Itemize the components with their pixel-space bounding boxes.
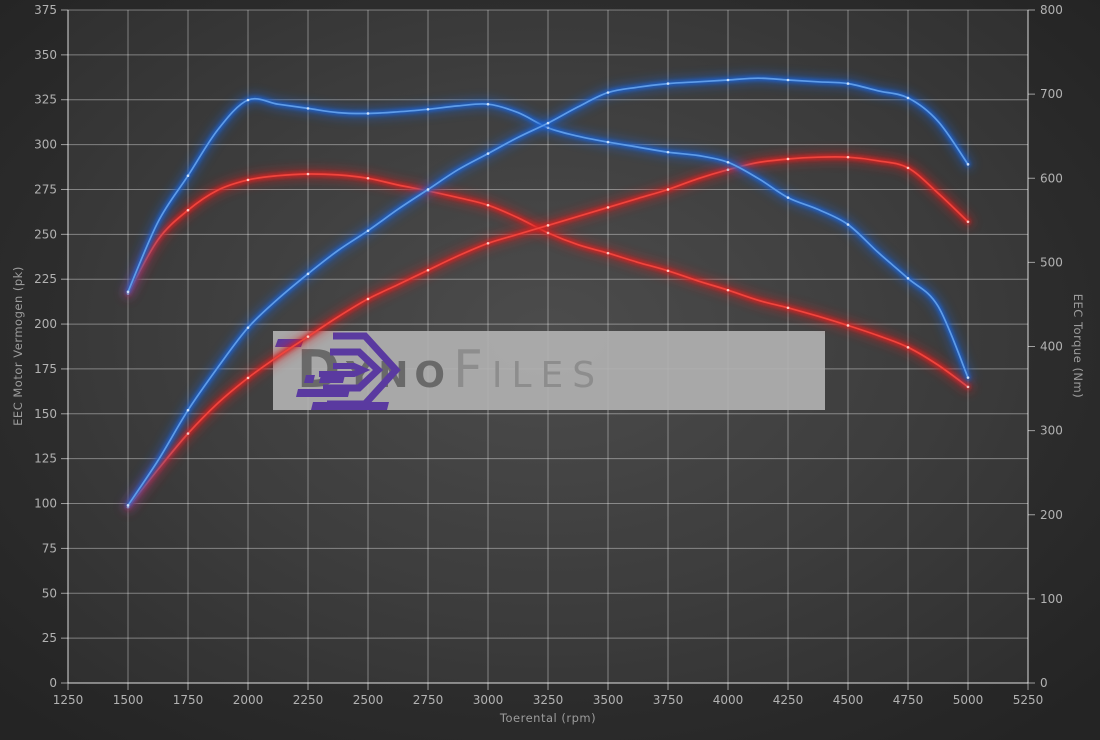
svg-text:800: 800 [1040,3,1063,17]
watermark: Dyno Files [273,331,825,410]
svg-text:0: 0 [49,676,57,690]
svg-text:4250: 4250 [773,693,804,707]
svg-text:275: 275 [34,182,57,196]
svg-text:75: 75 [42,541,57,555]
svg-text:700: 700 [1040,87,1063,101]
svg-text:1500: 1500 [113,693,144,707]
svg-text:350: 350 [34,48,57,62]
svg-text:3000: 3000 [473,693,504,707]
svg-text:500: 500 [1040,255,1063,269]
svg-text:175: 175 [34,362,57,376]
svg-text:150: 150 [34,407,57,421]
svg-text:300: 300 [1040,424,1063,438]
svg-text:4000: 4000 [713,693,744,707]
svg-text:3500: 3500 [593,693,624,707]
svg-text:225: 225 [34,272,57,286]
svg-text:125: 125 [34,452,57,466]
svg-text:5000: 5000 [953,693,984,707]
svg-text:0: 0 [1040,676,1048,690]
y-axis-right-title: EEC Torque (Nm) [1071,293,1085,399]
svg-text:1750: 1750 [173,693,204,707]
svg-text:50: 50 [42,586,57,600]
svg-text:400: 400 [1040,340,1063,354]
x-axis-title: Toerental (rpm) [499,711,597,725]
svg-text:2500: 2500 [353,693,384,707]
svg-text:200: 200 [1040,508,1063,522]
svg-text:300: 300 [34,138,57,152]
svg-text:200: 200 [34,317,57,331]
y-axis-left-title: EEC Motor Vermogen (pk) [11,266,25,426]
svg-text:2250: 2250 [293,693,324,707]
svg-text:100: 100 [1040,592,1063,606]
svg-text:2000: 2000 [233,693,264,707]
svg-text:4750: 4750 [893,693,924,707]
dynofiles-logo-icon [275,332,401,410]
svg-text:375: 375 [34,3,57,17]
svg-text:250: 250 [34,227,57,241]
svg-text:5250: 5250 [1013,693,1044,707]
svg-text:2750: 2750 [413,693,444,707]
svg-text:4500: 4500 [833,693,864,707]
svg-text:25: 25 [42,631,57,645]
watermark-brand-secondary: Files [452,340,605,400]
svg-text:1250: 1250 [53,693,84,707]
svg-text:3250: 3250 [533,693,564,707]
svg-text:100: 100 [34,497,57,511]
svg-text:3750: 3750 [653,693,684,707]
svg-text:600: 600 [1040,171,1063,185]
svg-text:325: 325 [34,93,57,107]
